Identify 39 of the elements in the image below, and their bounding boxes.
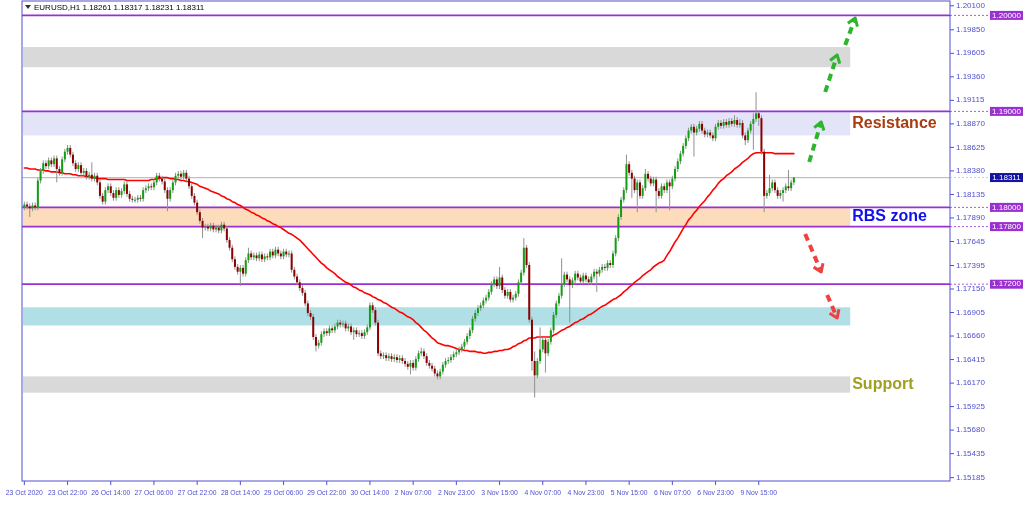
y-tick-label: 1.17645 bbox=[956, 236, 986, 246]
band-label: Resistance bbox=[852, 113, 937, 131]
candlestick bbox=[636, 179, 639, 213]
y-tick-label: 1.15680 bbox=[956, 425, 986, 435]
y-tick-label: 1.19360 bbox=[956, 71, 986, 81]
y-tick-label: 1.15435 bbox=[956, 448, 986, 458]
ref-line-label: 1.18311 bbox=[992, 172, 1022, 182]
line-series bbox=[23, 151, 795, 355]
y-tick-label: 1.18870 bbox=[956, 118, 986, 128]
y-tick-label: 1.16660 bbox=[956, 331, 986, 341]
band-label: Support bbox=[852, 374, 915, 392]
ref-line-label: 1.17800 bbox=[992, 221, 1022, 231]
ref-line-label: 1.19000 bbox=[992, 106, 1022, 116]
candlestick bbox=[404, 357, 407, 368]
candlestick bbox=[117, 186, 120, 199]
y-tick-label: 1.15185 bbox=[956, 472, 986, 482]
y-tick-label: 1.19850 bbox=[956, 24, 986, 34]
y-tick-label: 1.17395 bbox=[956, 260, 986, 270]
y-tick-label: 1.17150 bbox=[956, 284, 986, 294]
y-tick-label: 1.18380 bbox=[956, 166, 986, 176]
y-tick-label: 1.20100 bbox=[956, 0, 986, 10]
y-tick-label: 1.16415 bbox=[956, 354, 986, 364]
candlestick bbox=[655, 176, 658, 213]
y-tick-label: 1.18135 bbox=[956, 189, 986, 199]
y-tick-label: 1.19115 bbox=[956, 95, 985, 105]
candlestick bbox=[782, 186, 785, 203]
ref-line-label: 1.18000 bbox=[992, 202, 1022, 212]
y-tick-label: 1.19605 bbox=[956, 48, 986, 58]
y-tick-label: 1.16905 bbox=[956, 307, 986, 317]
ref-line-label: 1.20000 bbox=[992, 10, 1022, 20]
chart-title: EURUSD,H1 1.18261 1.18317 1.18231 1.18311 bbox=[34, 3, 205, 12]
y-tick-label: 1.15925 bbox=[956, 401, 986, 411]
y-tick-label: 1.17890 bbox=[956, 213, 986, 223]
ref-line-label: 1.17200 bbox=[992, 279, 1022, 289]
band-label: RBS zone bbox=[852, 207, 927, 225]
y-tick-label: 1.16170 bbox=[956, 378, 986, 388]
y-tick-label: 1.18625 bbox=[956, 142, 986, 152]
candlestick bbox=[44, 159, 47, 170]
candlestick bbox=[368, 301, 371, 331]
